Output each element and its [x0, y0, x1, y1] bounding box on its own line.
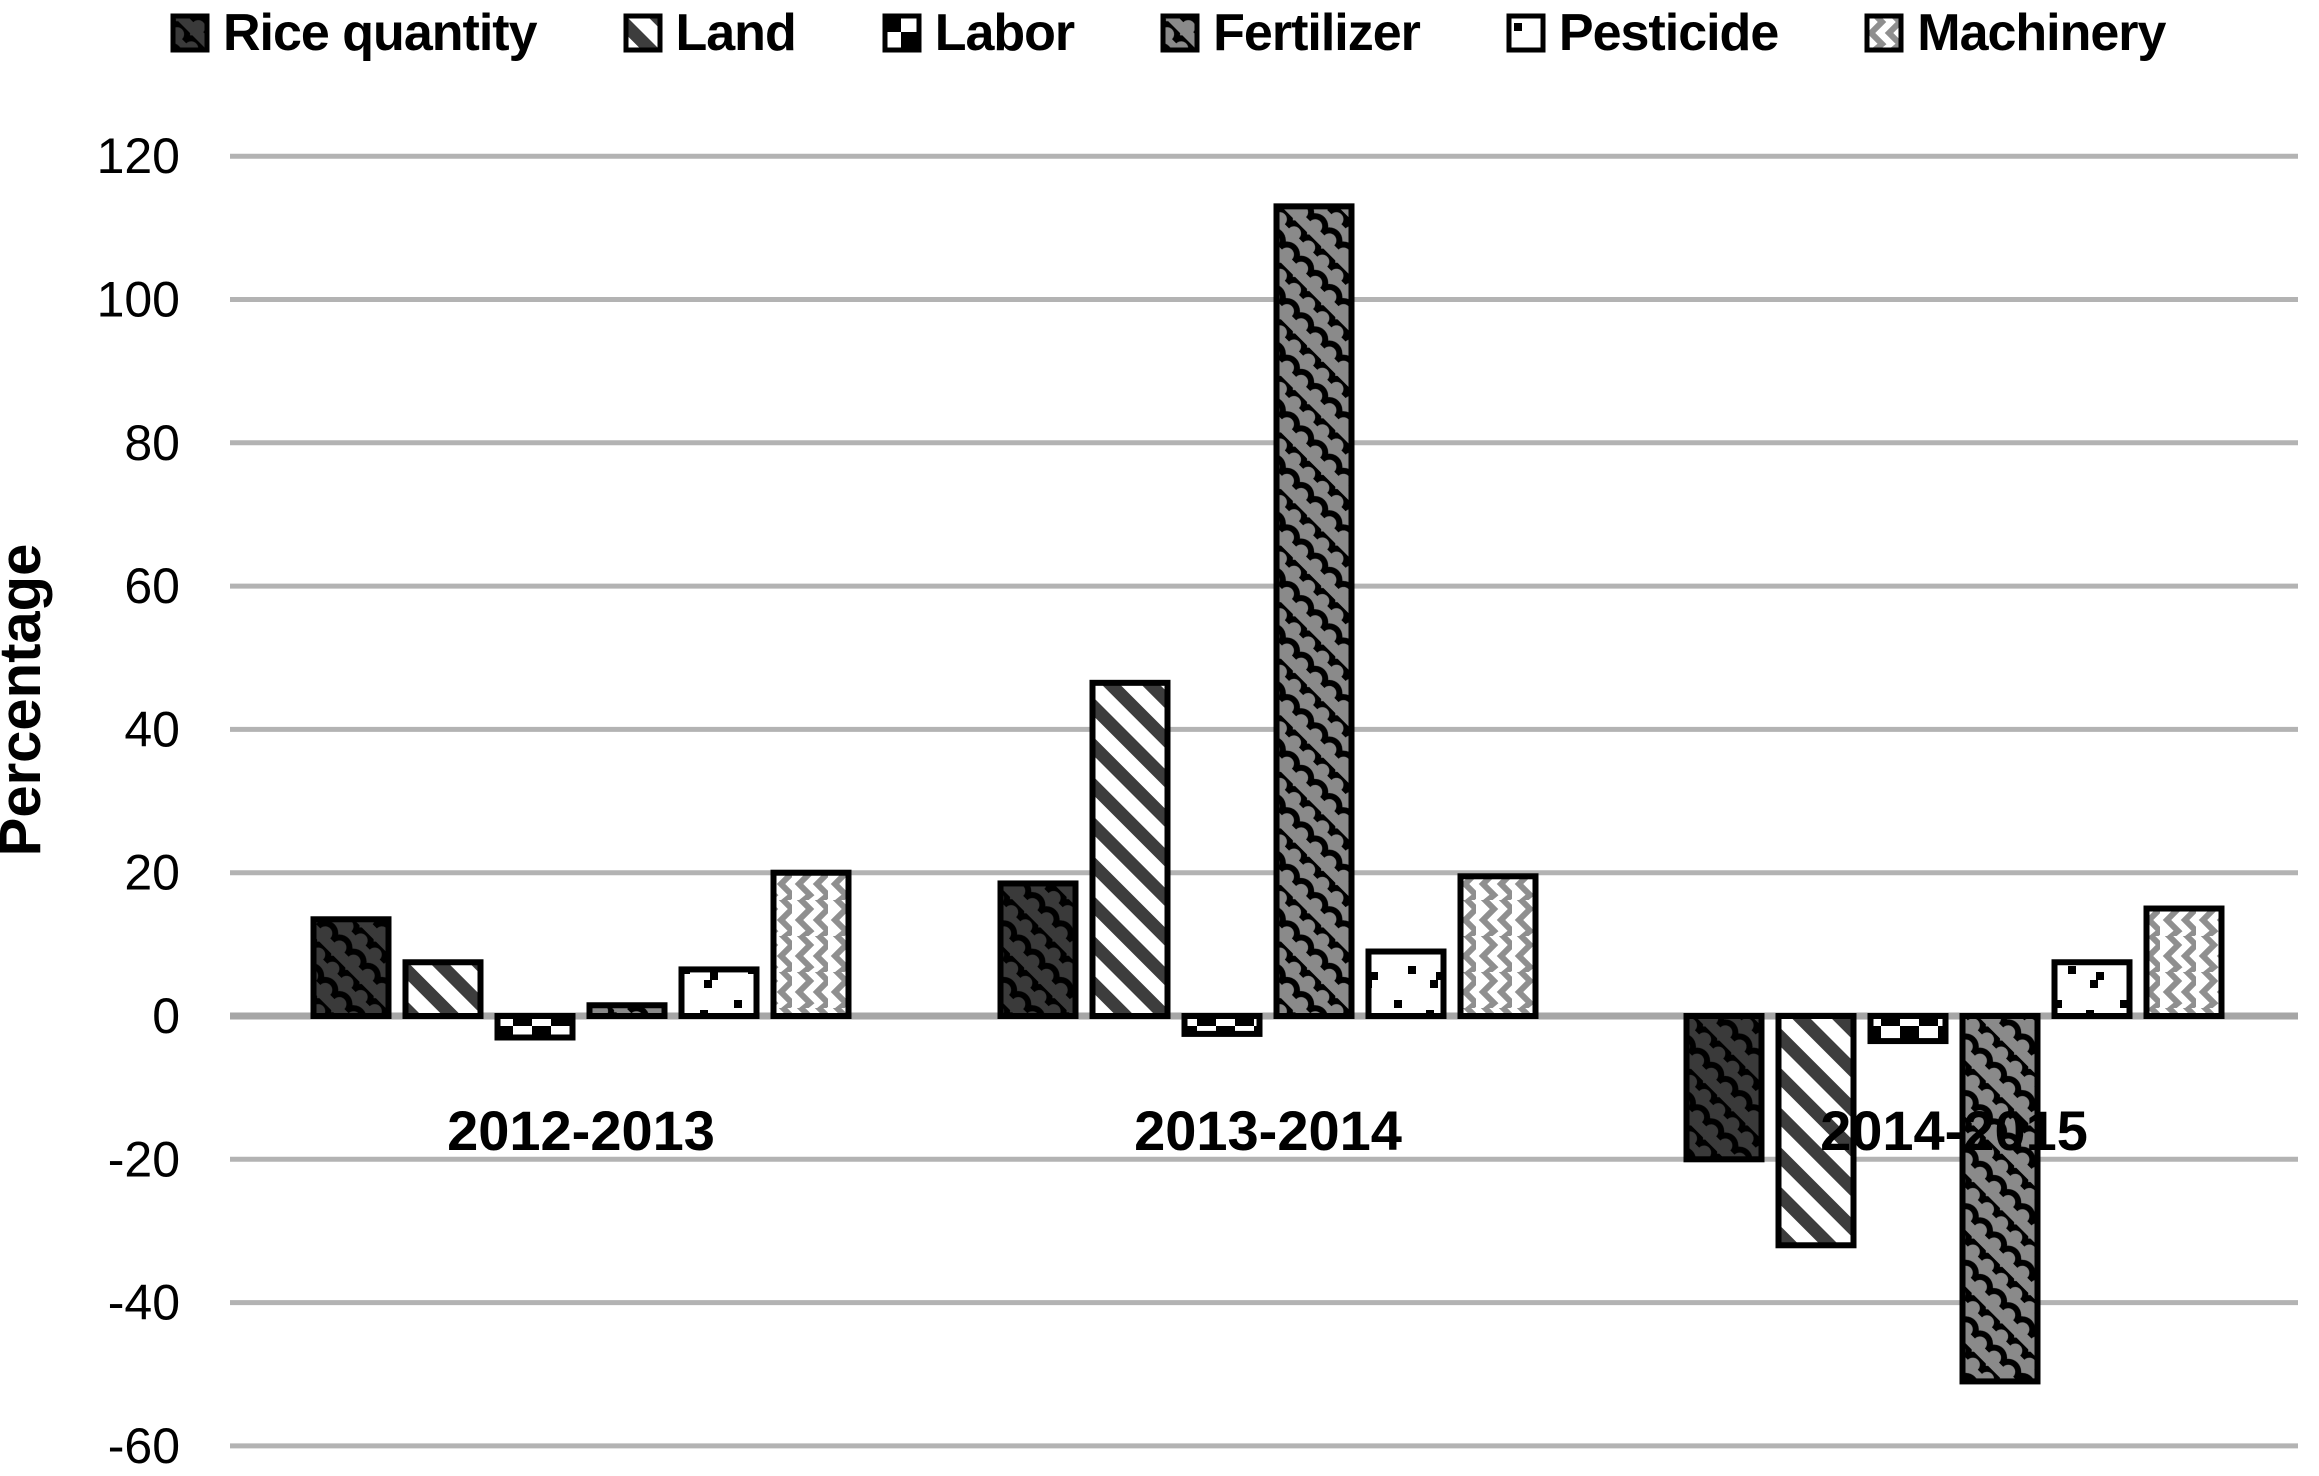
- legend-swatch-rect: [623, 13, 662, 53]
- y-tick-label-80: 80: [124, 415, 180, 471]
- x-category-label-2014-2015: 2014-2015: [1820, 1099, 2088, 1162]
- y-tick-label--40: -40: [108, 1275, 180, 1331]
- legend-swatch-shingle-dark-icon: [170, 13, 210, 53]
- legend-label: Machinery: [1917, 4, 2166, 62]
- legend-item-shingle-gray: Fertilizer: [1160, 3, 1421, 63]
- y-tick-label--20: -20: [108, 1131, 180, 1187]
- bar-checkerboard-2014-2015: [1867, 1013, 1949, 1045]
- legend-swatch-sparse-dots-icon: [1506, 13, 1546, 53]
- bar-shingle-dark-2013-2014: [997, 880, 1079, 1020]
- chart-legend: Rice quantity Land Labor Fertilizer Pesticid…: [170, 2, 2166, 64]
- bar-zigzag-gray-2014-2015: [2143, 905, 2225, 1020]
- y-axis-tick-labels: 120 100 80 60 40 20 0 -20 -40 -60: [97, 128, 180, 1474]
- legend-swatch-rect: [882, 13, 922, 53]
- bar-shingle-gray-2013-2014: [1273, 203, 1355, 1020]
- bar-sparse-dots-2013-2014: [1365, 948, 1447, 1020]
- y-tick-label-0: 0: [152, 988, 180, 1044]
- legend-item-zigzag-gray: Machinery: [1864, 3, 2166, 63]
- bar-checkerboard-2012-2013: [494, 1013, 576, 1041]
- legend-swatch-rect: [1506, 13, 1546, 53]
- legend-item-sparse-dots: Pesticide: [1506, 3, 1779, 63]
- legend-item-shingle-dark: Rice quantity: [170, 3, 537, 63]
- legend-swatch-rect: [170, 13, 210, 53]
- legend-swatch-diagonal-stripe-icon: [623, 13, 662, 53]
- y-tick-label-40: 40: [124, 701, 180, 757]
- y-tick-label-20: 20: [124, 845, 180, 901]
- bar-shingle-gray-2012-2013: [586, 1002, 668, 1020]
- bar-diagonal-stripe-2012-2013: [402, 959, 484, 1020]
- legend-item-checkerboard: Labor: [882, 3, 1075, 63]
- x-axis-labels: 2012-2013 2013-2014 2014-2015: [447, 1099, 2088, 1162]
- legend-label: Pesticide: [1558, 4, 1779, 62]
- x-category-label-2013-2014: 2013-2014: [1134, 1099, 1402, 1162]
- legend-swatch-rect: [1160, 13, 1200, 53]
- bar-shingle-gray-2014-2015: [1959, 1013, 2041, 1385]
- legend-label: Labor: [934, 4, 1075, 62]
- x-category-label-2012-2013: 2012-2013: [447, 1099, 715, 1162]
- legend-swatch-rect: [1864, 13, 1904, 53]
- y-tick-label-120: 120: [97, 128, 180, 184]
- y-tick-label--60: -60: [108, 1418, 180, 1474]
- legend-swatch-checkerboard-icon: [882, 13, 922, 53]
- y-axis-title: Percentage: [0, 544, 53, 857]
- legend-label: Rice quantity: [223, 4, 537, 62]
- legend-swatch-zigzag-gray-icon: [1864, 13, 1904, 53]
- legend-label: Fertilizer: [1213, 4, 1421, 62]
- legend-label: Land: [675, 4, 797, 62]
- bar-shingle-dark-2012-2013: [310, 916, 392, 1020]
- bars: [310, 203, 2225, 1385]
- bar-sparse-dots-2014-2015: [2051, 959, 2133, 1020]
- bar-checkerboard-2013-2014: [1181, 1013, 1263, 1037]
- bar-sparse-dots-2012-2013: [678, 966, 760, 1019]
- y-tick-label-100: 100: [97, 272, 180, 328]
- bar-zigzag-gray-2012-2013: [770, 869, 852, 1020]
- gridlines: [230, 153, 2298, 1449]
- bar-diagonal-stripe-2014-2015: [1775, 1013, 1857, 1249]
- bar-diagonal-stripe-2013-2014: [1089, 679, 1171, 1019]
- bar-shingle-dark-2014-2015: [1683, 1013, 1765, 1163]
- legend-item-diagonal-stripe: Land: [623, 3, 797, 63]
- y-tick-label-60: 60: [124, 558, 180, 614]
- legend-swatch-shingle-gray-icon: [1160, 13, 1200, 53]
- bar-zigzag-gray-2013-2014: [1457, 873, 1539, 1019]
